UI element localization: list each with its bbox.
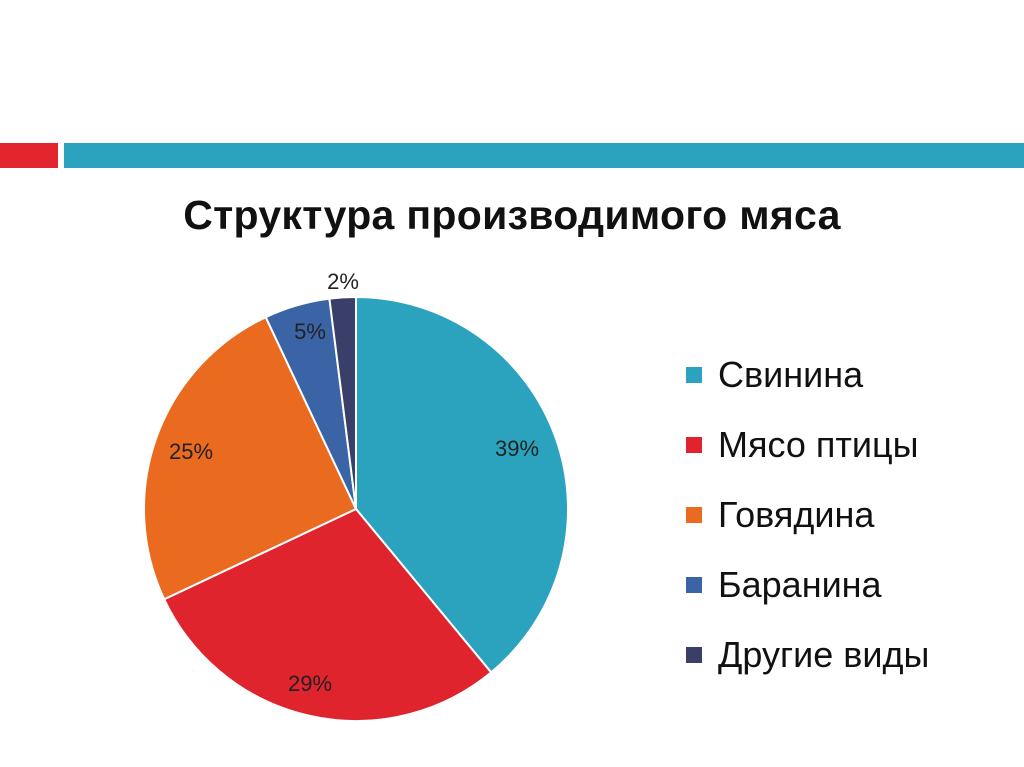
slice-pork-label: 39% [495, 436, 539, 461]
slice-other [328, 295, 357, 510]
slice-other-label: 2% [327, 269, 359, 294]
legend-swatch [686, 437, 702, 453]
slice-poultry [162, 507, 493, 722]
legend-label: Мясо птицы [718, 424, 919, 465]
legend-swatch [686, 367, 702, 383]
legend-label: Баранина [718, 564, 882, 605]
legend-swatch [686, 647, 702, 663]
legend-item-poultry: Мясо птицы [686, 410, 1016, 480]
header-accent-red-bar [0, 143, 58, 168]
slice-beef-label: 25% [169, 439, 213, 464]
legend-label: Другие виды [718, 634, 930, 675]
chart-legend: Свинина Мясо птицы Говядина Баранина Дру… [686, 340, 1016, 690]
legend-label: Свинина [718, 354, 864, 395]
legend-item-other: Другие виды [686, 620, 1016, 690]
legend-label: Говядина [718, 494, 875, 535]
legend-item-mutton: Баранина [686, 550, 1016, 620]
legend-swatch [686, 577, 702, 593]
chart-title: Структура производимого мяса [183, 192, 841, 238]
legend-item-pork: Свинина [686, 340, 1016, 410]
slice-beef [143, 315, 358, 601]
header-accent-teal-bar [64, 143, 1024, 168]
slice-pork [355, 295, 569, 674]
slice-poultry-label: 29% [288, 671, 332, 696]
legend-swatch [686, 507, 702, 523]
slice-mutton-label: 5% [294, 319, 326, 344]
legend-item-beef: Говядина [686, 480, 1016, 550]
